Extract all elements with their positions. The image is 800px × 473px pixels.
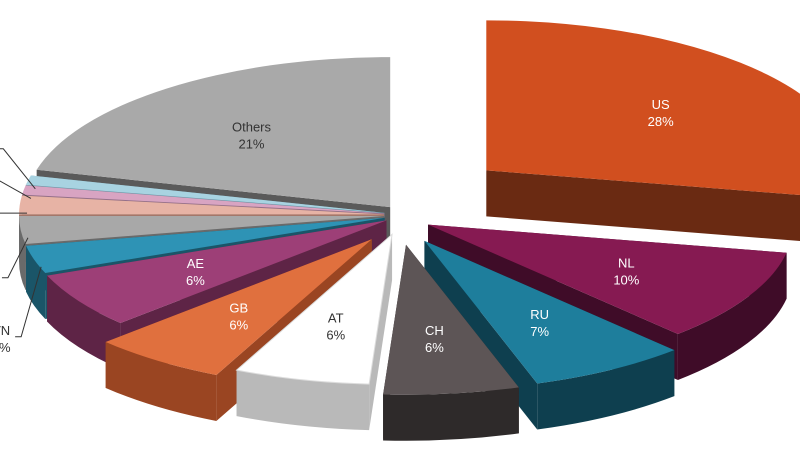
slice-value-ae: 6%: [186, 273, 205, 288]
slice-top: [105, 239, 372, 375]
slice-top: [22, 185, 385, 214]
slice-label-ru: RU: [530, 307, 549, 322]
slice-side-wall: [383, 387, 519, 441]
slice-top: [383, 244, 519, 395]
slice-label-at: AT: [328, 310, 344, 325]
slice-side-wall: [677, 252, 787, 380]
slice-top: [25, 175, 385, 213]
slice-top: [428, 224, 787, 334]
slice-label-gb: GB: [229, 301, 248, 316]
slice-top: [19, 215, 385, 245]
slice-at: [235, 233, 393, 431]
slice-value-vn: 3%: [0, 340, 11, 355]
slice-ch: [383, 244, 519, 441]
slice-label-vn: VN: [0, 323, 10, 338]
slice-label-others: Others: [232, 120, 272, 135]
slice-top: [36, 57, 391, 208]
slice-value-ru: 7%: [530, 324, 549, 339]
slice-value-us: 28%: [648, 114, 674, 129]
slice-top: [26, 217, 385, 274]
leader-line-bz: [0, 180, 32, 199]
slice-side-wall: [26, 245, 46, 320]
slice-top: [235, 233, 393, 385]
slice-label-us: US: [652, 97, 670, 112]
slice-value-ch: 6%: [425, 340, 444, 355]
slice-label-nl: NL: [618, 255, 635, 270]
slice-value-at: 6%: [326, 327, 345, 342]
leader-line-fr: [1, 237, 29, 279]
slice-side-wall: [105, 341, 217, 421]
slice-top: [47, 220, 387, 324]
slice-ru: [424, 240, 675, 430]
slice-side-wall: [47, 275, 121, 370]
leader-line-se: [0, 148, 36, 190]
slice-label-ae: AE: [187, 256, 205, 271]
leader-line-vn: [15, 266, 42, 338]
slice-value-gb: 6%: [229, 318, 248, 333]
slice-label-ch: CH: [425, 323, 444, 338]
slice-side-wall: [19, 215, 26, 291]
slice-cut-face: [486, 170, 800, 241]
slice-us: [486, 20, 800, 241]
slice-top: [424, 240, 675, 384]
slice-side-wall: [537, 350, 675, 430]
slice-value-others: 21%: [238, 137, 264, 152]
slice-side-wall: [236, 370, 370, 431]
slice-value-nl: 10%: [613, 272, 639, 287]
slice-top: [486, 20, 800, 195]
slice-top: [19, 195, 385, 215]
